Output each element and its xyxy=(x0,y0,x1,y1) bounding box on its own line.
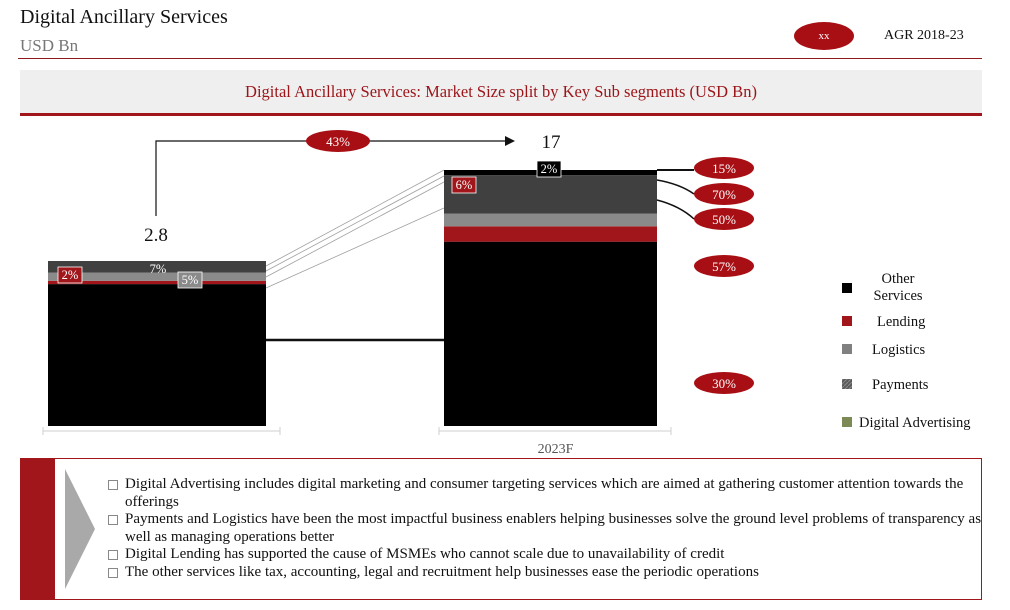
legend-swatch xyxy=(842,316,852,326)
page-title: Digital Ancillary Services xyxy=(20,6,228,28)
segment-cagr-oval xyxy=(694,157,754,179)
chart-overlays: 2.8 17 43% 2% 7% 5% 6% 2% 15% 70% 50% 57% 30% xyxy=(57,130,754,394)
segment-cagr-oval xyxy=(694,208,754,230)
segment-share-label: 2% xyxy=(62,268,79,282)
bullet-box-icon xyxy=(108,480,118,490)
cagr-arrow-line xyxy=(155,140,505,216)
cagr-value: 43% xyxy=(326,134,350,149)
bullet-box-icon xyxy=(108,515,118,525)
cagr-oval xyxy=(306,130,370,152)
segment-cagr-oval xyxy=(694,183,754,205)
segment-cagr-value: 50% xyxy=(712,212,736,227)
summary-panel xyxy=(20,458,982,600)
segment-cagr-oval xyxy=(694,372,754,394)
category-label: 2023F xyxy=(538,442,574,457)
connector-line xyxy=(265,169,445,267)
bar-total-label: 17 xyxy=(542,132,561,153)
bullet-box-icon xyxy=(108,550,118,560)
cagr-period-label: AGR 2018-23 xyxy=(884,28,964,43)
segment-share-label: 7% xyxy=(150,262,167,276)
cagr-arrow-head xyxy=(505,136,515,146)
segment-label-box xyxy=(536,160,562,178)
legend-label: Payments xyxy=(872,377,929,393)
summary-point-text: Digital Lending has supported the cause … xyxy=(125,546,725,562)
segment-label-box xyxy=(451,176,477,194)
legend-swatch xyxy=(842,344,852,354)
segment-cagr-oval xyxy=(694,255,754,277)
legend-label: Lending xyxy=(877,314,925,330)
segment-cagr-value: 70% xyxy=(712,187,736,202)
segment-cagr-value: 30% xyxy=(712,376,736,391)
segment-share-label: 6% xyxy=(456,178,473,192)
chart-bars: 2023F xyxy=(42,170,672,457)
summary-arrow-icon xyxy=(65,469,95,589)
summary-point-text: Digital Advertising includes digital mar… xyxy=(125,476,964,510)
bar-segment-lending xyxy=(444,226,657,242)
summary-point-2: Payments and Logistics have been the mos… xyxy=(108,511,988,546)
bar-total-label: 2.8 xyxy=(144,225,168,246)
segment-cagr-value: 57% xyxy=(712,259,736,274)
summary-point-3: Digital Lending has supported the cause … xyxy=(108,546,988,564)
page-subtitle: USD Bn xyxy=(20,36,79,55)
bar-connectors xyxy=(265,169,445,342)
summary-point-1: Digital Advertising includes digital mar… xyxy=(108,476,988,511)
legend-swatch xyxy=(842,283,852,293)
segment-share-label: 5% xyxy=(182,273,199,287)
legend-swatch xyxy=(842,417,852,427)
summary-points: Digital Advertising includes digital mar… xyxy=(108,476,988,581)
summary-accent-bar xyxy=(21,459,55,599)
bar-segment-payments xyxy=(48,261,266,273)
segment-cagr-leader xyxy=(656,179,695,195)
summary-point-text: The other services like tax, accounting,… xyxy=(125,563,759,580)
legend-label: Other xyxy=(881,271,914,287)
segment-cagr-value: 15% xyxy=(712,161,736,176)
connector-line xyxy=(265,181,445,278)
header-divider xyxy=(18,58,982,59)
legend-label: Digital Advertising xyxy=(859,415,971,431)
bar-segment-payments xyxy=(444,175,657,214)
bar-segment-logistics xyxy=(444,213,657,227)
bullet-box-icon xyxy=(108,567,118,578)
header-badge: xx xyxy=(794,22,854,50)
bar-segment-other-services xyxy=(444,241,657,426)
summary-point-text: Payments and Logistics have been the mos… xyxy=(125,511,982,545)
chart-title: Digital Ancillary Services: Market Size … xyxy=(245,82,757,101)
connector-line xyxy=(265,175,445,272)
summary-point-4: The other services like tax, accounting,… xyxy=(108,564,988,582)
bar-segment-other-services xyxy=(48,284,266,426)
segment-label-box xyxy=(177,271,203,289)
segment-share-label: 2% xyxy=(541,162,558,176)
legend-swatch xyxy=(842,379,852,389)
segment-cagr-leader xyxy=(656,199,695,220)
legend-label: Services xyxy=(873,288,922,304)
bar-segment-logistics xyxy=(48,272,266,281)
bar-segment-lending xyxy=(48,280,266,285)
chart-title-banner xyxy=(20,70,982,116)
connector-line xyxy=(265,207,445,289)
segment-label-box xyxy=(57,266,83,284)
legend-label: Logistics xyxy=(872,342,926,358)
